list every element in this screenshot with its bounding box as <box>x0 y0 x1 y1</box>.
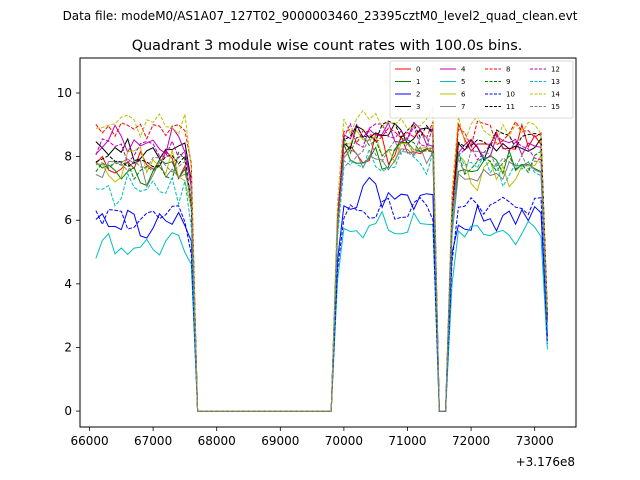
legend-label-10: 10 <box>506 91 515 99</box>
legend-label-11: 11 <box>506 103 515 111</box>
legend-label-1: 1 <box>416 78 420 86</box>
legend-label-9: 9 <box>506 78 510 86</box>
legend-box <box>389 60 574 119</box>
y-tick-label-10: 10 <box>57 86 72 100</box>
x-axis: 66000 67000 68000 69000 70000 71000 72000 73000 <box>70 427 554 448</box>
legend-label-3: 3 <box>416 103 420 111</box>
series-line-7 <box>95 145 548 412</box>
series-line-2 <box>95 176 548 412</box>
x-tick-label-68000: 68000 <box>198 434 236 448</box>
legend-label-12: 12 <box>551 66 560 74</box>
legend-label-13: 13 <box>551 78 560 86</box>
x-tick-label-73000: 73000 <box>516 434 554 448</box>
legend-label-6: 6 <box>461 91 466 99</box>
series-line-4 <box>95 121 548 412</box>
legend-label-14: 14 <box>551 91 560 99</box>
x-tick-label-67000: 67000 <box>134 434 172 448</box>
y-tick-label-0: 0 <box>64 404 72 418</box>
legend-label-2: 2 <box>416 91 420 99</box>
legend-label-5: 5 <box>461 78 465 86</box>
legend-label-4: 4 <box>461 66 466 74</box>
y-tick-label-4: 4 <box>64 277 72 291</box>
chart-suptitle: Data file: modeM0/AS1A07_127T02_90000034… <box>63 9 578 23</box>
chart-title: Quadrant 3 module wise count rates with … <box>132 38 523 54</box>
x-tick-label-72000: 72000 <box>452 434 490 448</box>
plot-lines <box>95 106 548 412</box>
series-line-15 <box>95 136 548 412</box>
series-line-13 <box>95 147 548 412</box>
legend-label-7: 7 <box>461 103 465 111</box>
plot-frame <box>79 57 577 428</box>
x-tick-label-66000: 66000 <box>70 434 108 448</box>
y-tick-label-8: 8 <box>64 150 72 164</box>
series-line-11 <box>95 120 548 412</box>
x-tick-label-69000: 69000 <box>261 434 299 448</box>
y-axis: 0 2 4 6 8 10 <box>57 86 80 418</box>
legend-label-0: 0 <box>416 66 420 74</box>
legend-label-8: 8 <box>506 66 510 74</box>
y-tick-label-6: 6 <box>64 213 72 227</box>
series-line-10 <box>95 196 548 412</box>
y-tick-label-2: 2 <box>64 340 72 354</box>
series-line-5 <box>95 210 548 412</box>
legend-label-15: 15 <box>551 103 560 111</box>
x-tick-label-71000: 71000 <box>388 434 426 448</box>
series-line-8 <box>95 120 548 412</box>
x-axis-offset-label: +3.176e8 <box>516 455 575 469</box>
x-tick-label-70000: 70000 <box>325 434 363 448</box>
